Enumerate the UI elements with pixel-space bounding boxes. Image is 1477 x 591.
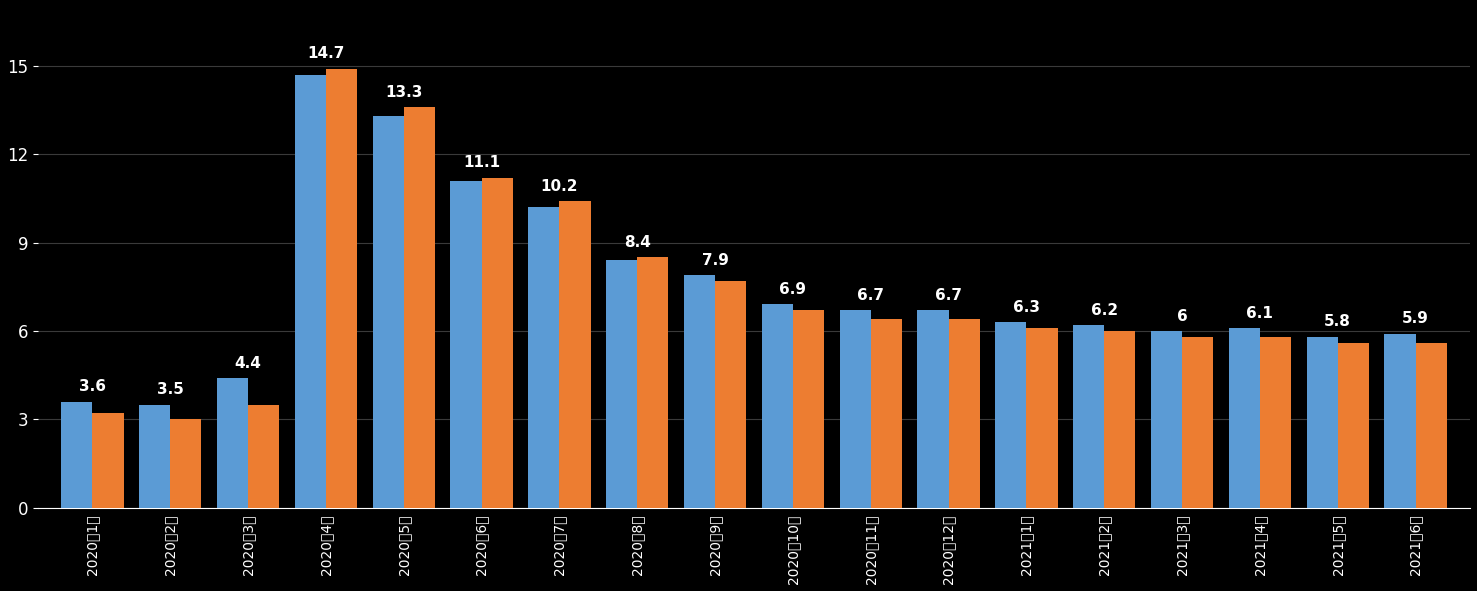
Bar — [529, 207, 560, 508]
Bar — [1105, 331, 1136, 508]
Bar — [1260, 337, 1291, 508]
Text: 3.5: 3.5 — [157, 382, 183, 397]
Text: 7.9: 7.9 — [702, 252, 728, 268]
Bar — [1338, 343, 1369, 508]
Bar — [1074, 325, 1105, 508]
Bar — [1307, 337, 1338, 508]
Bar — [1415, 343, 1446, 508]
Text: 6.3: 6.3 — [1013, 300, 1040, 314]
Bar — [170, 419, 201, 508]
Bar — [871, 319, 902, 508]
Bar — [450, 181, 482, 508]
Text: 6: 6 — [1177, 309, 1188, 323]
Bar — [482, 178, 513, 508]
Bar — [403, 107, 434, 508]
Text: 6.9: 6.9 — [780, 282, 806, 297]
Text: 5.9: 5.9 — [1402, 311, 1430, 326]
Bar — [948, 319, 979, 508]
Bar — [560, 202, 591, 508]
Text: 10.2: 10.2 — [541, 179, 578, 194]
Bar — [684, 275, 715, 508]
Bar — [217, 378, 248, 508]
Text: 6.2: 6.2 — [1090, 303, 1118, 317]
Bar — [326, 69, 357, 508]
Text: 13.3: 13.3 — [385, 85, 422, 100]
Text: 5.8: 5.8 — [1325, 314, 1351, 329]
Bar — [61, 402, 93, 508]
Bar — [1229, 328, 1260, 508]
Text: 6.1: 6.1 — [1247, 306, 1273, 320]
Bar — [248, 404, 279, 508]
Bar — [715, 281, 746, 508]
Text: 3.6: 3.6 — [78, 379, 106, 394]
Text: 6.7: 6.7 — [857, 288, 885, 303]
Bar — [1384, 334, 1415, 508]
Text: 11.1: 11.1 — [462, 155, 501, 170]
Text: 4.4: 4.4 — [235, 356, 261, 371]
Text: 8.4: 8.4 — [623, 235, 651, 250]
Bar — [1151, 331, 1182, 508]
Bar — [295, 74, 326, 508]
Bar — [606, 260, 637, 508]
Bar — [762, 304, 793, 508]
Bar — [637, 257, 669, 508]
Bar — [1027, 328, 1058, 508]
Bar — [839, 310, 871, 508]
Bar — [372, 116, 403, 508]
Bar — [139, 404, 170, 508]
Bar — [1182, 337, 1213, 508]
Bar — [93, 413, 124, 508]
Bar — [995, 322, 1027, 508]
Bar — [793, 310, 824, 508]
Text: 6.7: 6.7 — [935, 288, 962, 303]
Bar — [917, 310, 948, 508]
Text: 14.7: 14.7 — [307, 47, 344, 61]
